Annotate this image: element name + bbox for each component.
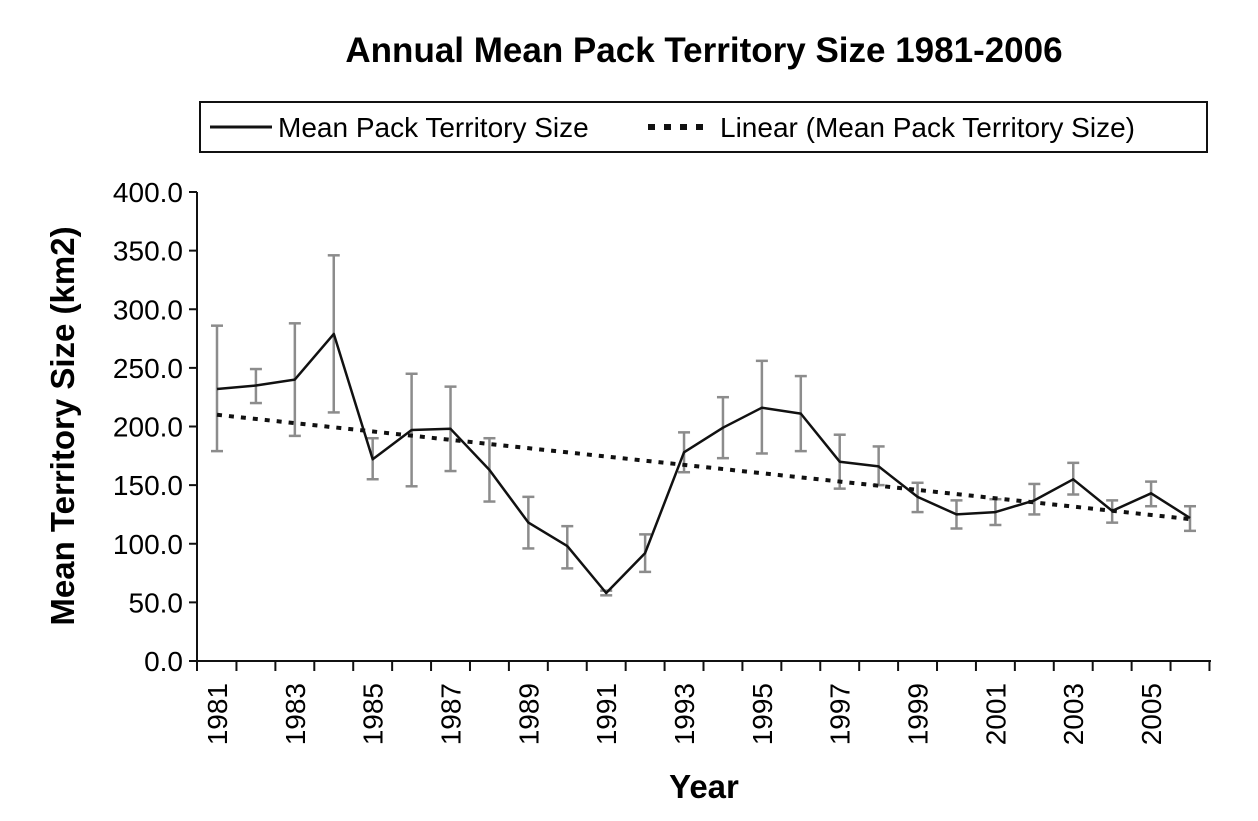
x-tick-label: 1991 [591, 683, 622, 745]
legend: Mean Pack Territory Size Linear (Mean Pa… [199, 101, 1208, 153]
y-tick-label: 250.0 [113, 353, 183, 384]
legend-label-mean: Mean Pack Territory Size [278, 112, 589, 143]
legend-label-linear: Linear (Mean Pack Territory Size) [720, 112, 1135, 143]
y-tick-label: 0.0 [144, 646, 183, 677]
y-tick-label: 200.0 [113, 412, 183, 443]
y-tick-label: 400.0 [113, 177, 183, 208]
x-tick-label: 1983 [280, 683, 311, 745]
x-tick-label: 1987 [436, 683, 467, 745]
legend-box [199, 101, 1208, 153]
y-tick-label: 300.0 [113, 294, 183, 325]
y-tick-label: 50.0 [129, 587, 184, 618]
x-tick-label: 1989 [513, 683, 544, 745]
chart-title: Annual Mean Pack Territory Size 1981-200… [345, 31, 1062, 70]
x-tick-label: 1999 [903, 683, 934, 745]
tick-labels: 0.0 50.0 100.0 150.0 200.0 250.0 300.0 350.0 400… [113, 177, 1167, 745]
y-axis-title: Mean Territory Size (km2) [44, 226, 81, 625]
x-tick-label: 1985 [358, 683, 389, 745]
x-tick-label: 1993 [669, 683, 700, 745]
series-group [216, 332, 1191, 595]
y-tick-label: 350.0 [113, 236, 183, 267]
x-tick-label: 1995 [747, 683, 778, 745]
axes [189, 191, 1211, 671]
y-tick-label: 100.0 [113, 529, 183, 560]
y-tick-label: 150.0 [113, 470, 183, 501]
x-axis-title: Year [669, 768, 739, 805]
x-tick-label: 2003 [1058, 683, 1089, 745]
error-bars [211, 254, 1196, 597]
x-tick-label: 2005 [1136, 683, 1167, 745]
x-tick-label: 1997 [825, 683, 856, 745]
mean-territory-size-line [216, 332, 1191, 595]
x-tick-label: 1981 [202, 683, 233, 745]
x-tick-label: 2001 [980, 683, 1011, 745]
